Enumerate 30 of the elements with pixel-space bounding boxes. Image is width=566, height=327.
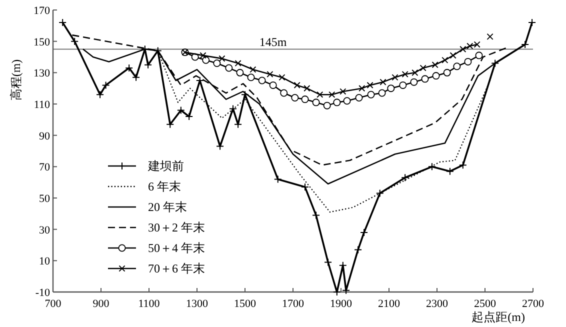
x-tick-label: 2700 xyxy=(522,298,544,310)
y-tick-label: 70 xyxy=(39,162,50,174)
x-tick-label: 2500 xyxy=(474,298,496,310)
x-tick-label: 1100 xyxy=(138,298,160,310)
x-tick-label: 1900 xyxy=(330,298,352,310)
y-tick-label: 130 xyxy=(34,68,50,80)
y-tick-label: 10 xyxy=(39,256,50,268)
y-axis-title: 高程(m) xyxy=(9,59,23,101)
y-tick-label: 90 xyxy=(39,130,50,142)
x-tick-label: 2300 xyxy=(426,298,448,310)
y-tick-label: 150 xyxy=(34,36,50,48)
x-tick-label: 900 xyxy=(92,298,110,310)
x-axis-title: 起点距(m) xyxy=(472,310,525,324)
legend-label: 6 年末 xyxy=(148,180,181,194)
y-tick-label: -10 xyxy=(35,287,50,299)
x-tick-label: 1300 xyxy=(186,298,208,310)
x-tick-label: 1500 xyxy=(234,298,256,310)
x-tick-label: 1700 xyxy=(282,298,304,310)
ref-line-label: 145m xyxy=(259,35,288,50)
x-tick-label: 2100 xyxy=(378,298,400,310)
y-tick-label: 30 xyxy=(39,224,50,236)
y-tick-label: 170 xyxy=(34,5,50,17)
legend-label: 20 年末 xyxy=(148,200,187,214)
y-tick-label: 50 xyxy=(39,193,50,205)
legend-label: 30＋2 年末 xyxy=(148,220,205,234)
x-tick-label: 700 xyxy=(44,298,62,310)
legend-label: 70＋6 年末 xyxy=(148,262,205,276)
y-tick-label: 110 xyxy=(34,99,50,111)
legend-label: 建坝前 xyxy=(147,159,184,173)
legend-label: 50＋4 年末 xyxy=(148,241,205,255)
